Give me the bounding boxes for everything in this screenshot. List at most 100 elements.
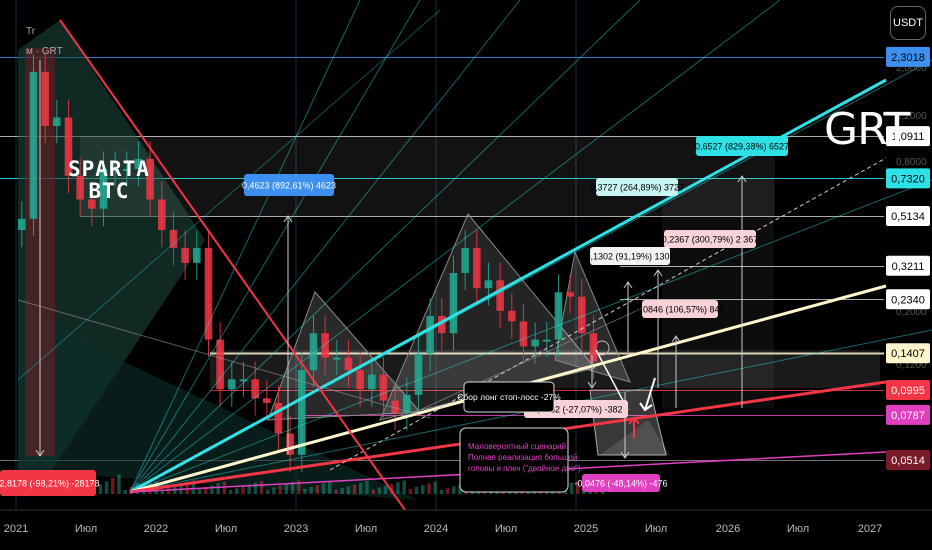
volume-bar [352,484,357,494]
price-label: 0,0514 [891,455,925,467]
x-tick-label: Июл [215,523,237,535]
volume-bar [315,485,320,494]
measure-arrow-head [737,175,747,183]
price-label: 0,5134 [891,211,925,223]
candle-body [484,280,493,289]
volume-bar [371,489,375,494]
price-label-box [886,450,930,470]
volume-bar [98,484,103,494]
measure-arrow-head [653,269,663,277]
volume-bar [303,488,307,494]
measure-arrow-head [283,215,293,223]
candle-body [554,292,563,340]
candle-body [111,168,119,171]
volume-bar [191,480,196,494]
volume-bar [458,484,462,494]
candle-body [193,247,201,263]
volume-bar [569,482,574,494]
volume-bar [247,484,251,494]
volume-bar [328,481,332,494]
price-label: 0,7320 [891,173,925,185]
measurement-label: -2,8178 (-98,21%) -28178 [0,479,100,489]
candle-body [531,339,539,347]
measurement-label: 0,6527 (829,38%) 6527 [695,142,789,152]
ticker-label: GRT [824,104,910,155]
candle-body [473,247,481,289]
volume-bar [346,486,351,494]
x-tick-label: 2022 [144,523,168,535]
candle-body [309,333,318,371]
volume-bar [321,483,326,494]
resistance-line [59,19,406,511]
symbol-info: Tr м · GRT [26,22,63,62]
volume-bar [402,480,406,494]
symbol-line: м · GRT [26,46,63,57]
fan-line [129,0,521,493]
volume-bar [390,484,394,494]
candle-body [263,398,271,403]
scenario-note-box [459,427,569,493]
price-label: 1,0911 [892,131,925,143]
channel-line [17,299,431,419]
scenario-note-line: Полная реализация большой [468,453,577,462]
candle-body [566,292,574,297]
x-tick-label: Июл [495,523,517,535]
candle-body [286,433,294,455]
volume-bar [216,483,220,494]
x-tick-label: 2024 [424,523,448,535]
volume-bar [383,485,388,494]
volume-bar [160,489,165,494]
axis-tick-label: 0,1200 [896,360,927,371]
currency-unit-button[interactable]: USDT [890,6,926,40]
measurement-label-box [582,474,660,492]
measurement-label-box [596,178,678,196]
candle-body [496,280,504,311]
price-label: 0,0787 [891,410,925,422]
fan-line [17,9,441,381]
candle-body [53,117,61,126]
candle-body [216,339,224,390]
target-box [662,178,774,408]
logo-line: BTC [88,179,130,203]
neckline [419,299,661,411]
candle-body [356,370,364,390]
volume-bar [290,482,295,494]
candle-body [29,71,38,219]
volume-bar [284,484,289,494]
candle-body [298,370,306,455]
fan-line [129,179,932,493]
volume-bar [259,481,264,494]
candle-body [379,374,388,401]
volume-bar [166,487,171,494]
measurement-label: 0,0846 (106,57%) 846 [635,305,724,315]
candle-body [391,400,399,414]
candle-body [519,321,528,347]
price-label-box [886,46,930,67]
axis-tick-label: 0,2000 [896,307,927,318]
x-tick-label: 2027 [858,523,882,535]
measurement-label: 0,4623 (892,61%) 4623 [242,181,336,191]
fan-line [129,0,421,493]
scenario-arrow [644,377,656,411]
candle-body [64,117,73,176]
volume-bar [445,488,450,494]
volume-bar [210,485,214,494]
volume-bar [439,490,444,494]
measurement-label: 0,1302 (91,19%) 1302 [585,252,674,262]
axis-tick-label: 2,0000 [896,63,927,74]
price-label: 0,3211 [892,261,925,273]
measurement-label: -0,0382 (-27,07%) -382 [529,405,622,415]
volume-bar [253,482,258,494]
measurement-label: -0,0476 (-48,14%) -476 [574,479,667,489]
dashed-trend-line [329,157,887,471]
volume-bar [228,490,233,494]
measurements: 0,4623 (892,61%) 4623 0,6527 (829,38%) 65… [0,60,789,496]
measurement-label-box [664,230,756,248]
measure-arrow-head [35,449,45,457]
volume-bar [111,477,115,494]
candle-body [169,229,178,248]
x-tick-label: Июл [355,523,377,535]
x-tick-label: Июл [787,523,809,535]
volume-bar [452,486,456,494]
